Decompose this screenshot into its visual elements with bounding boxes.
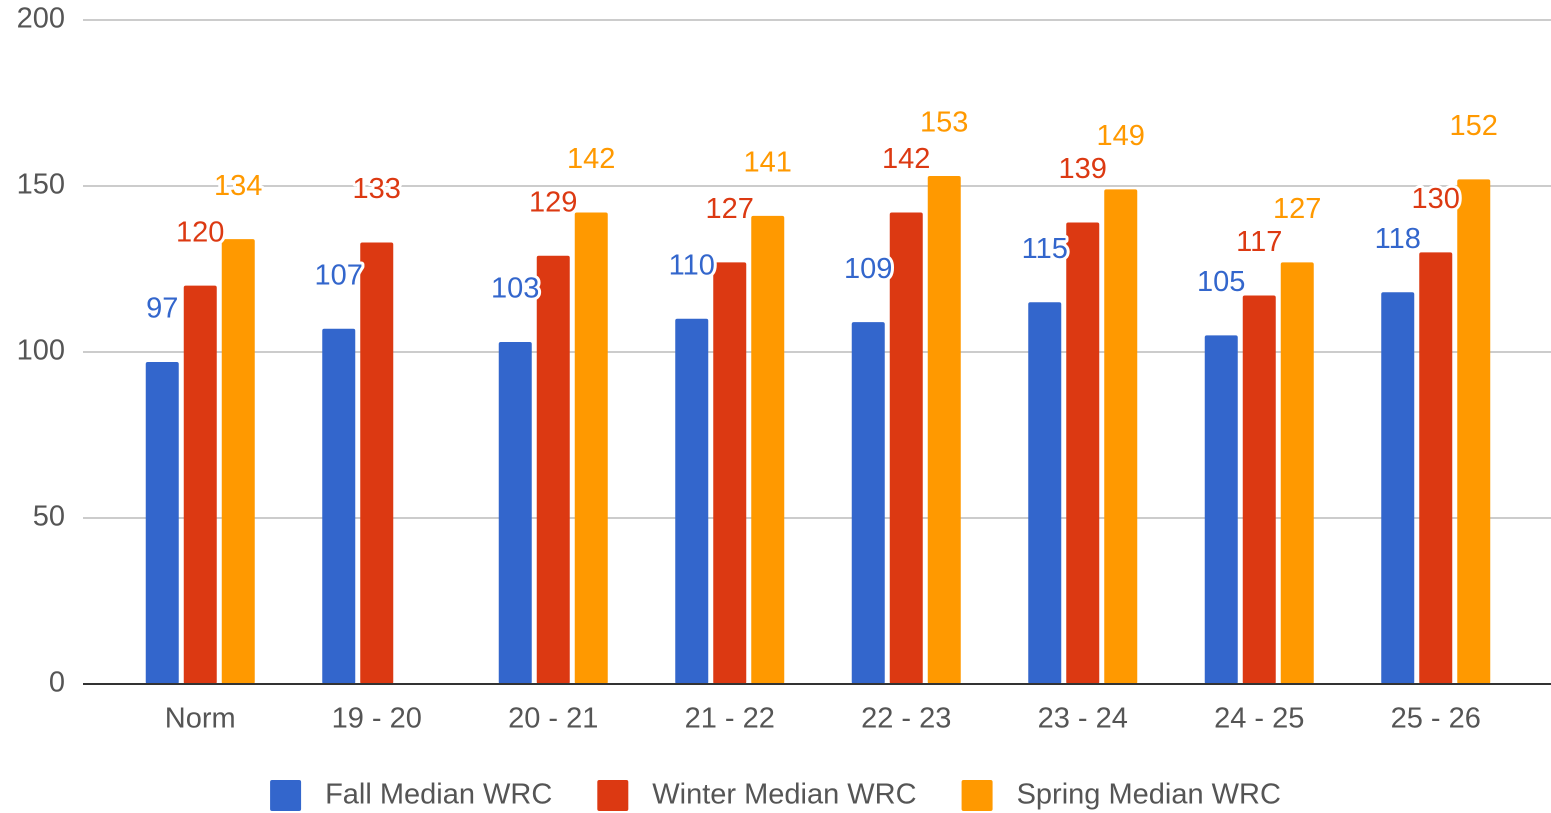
- data-label: 118: [1375, 223, 1421, 255]
- y-tick-label: 50: [33, 501, 65, 533]
- data-label: 149: [1097, 120, 1145, 152]
- bar: [1204, 335, 1238, 684]
- bar: [889, 212, 923, 684]
- data-label: 153: [920, 107, 968, 139]
- bar: [322, 328, 356, 684]
- data-label: 107: [315, 259, 363, 291]
- data-label: 139: [1059, 153, 1107, 185]
- bar: [675, 318, 709, 684]
- bar: [1104, 189, 1138, 684]
- bar: [574, 212, 608, 684]
- x-tick-label: 21 - 22: [685, 703, 775, 735]
- data-label: 110: [669, 249, 715, 281]
- bar: [1457, 179, 1491, 685]
- bar: [1028, 302, 1062, 684]
- data-label: 127: [706, 193, 754, 225]
- bar: [927, 176, 961, 685]
- data-label: 117: [1236, 226, 1282, 258]
- legend-swatch: [270, 780, 302, 811]
- bar: [183, 285, 217, 684]
- bar: [713, 262, 747, 684]
- x-tick-label: 19 - 20: [332, 703, 422, 735]
- bar: [145, 361, 179, 684]
- data-label: 97: [146, 293, 178, 325]
- bar: [751, 215, 785, 684]
- data-label: 133: [353, 173, 401, 205]
- data-label: 142: [567, 143, 615, 175]
- x-tick-label: 20 - 21: [508, 703, 598, 735]
- y-tick-label: 0: [49, 667, 65, 699]
- legend-label: Winter Median WRC: [652, 779, 916, 811]
- data-label: 105: [1197, 266, 1245, 298]
- bar: [1381, 292, 1415, 684]
- bar: [221, 239, 255, 684]
- bar: [1066, 222, 1100, 684]
- data-label: 129: [529, 186, 577, 218]
- data-label: 115: [1022, 233, 1068, 265]
- bar: [498, 342, 532, 684]
- y-tick-label: 100: [17, 335, 65, 367]
- data-label: 152: [1450, 110, 1498, 142]
- data-label: 109: [844, 253, 892, 285]
- y-tick-label: 150: [17, 169, 65, 201]
- x-tick-label: 25 - 26: [1391, 703, 1481, 735]
- legend-swatch: [597, 780, 629, 811]
- x-tick-label: Norm: [165, 703, 236, 735]
- data-label: 142: [882, 143, 930, 175]
- bar: [1242, 295, 1276, 684]
- bar: [1419, 252, 1453, 684]
- legend-swatch: [961, 780, 993, 811]
- x-tick-label: 24 - 25: [1214, 703, 1304, 735]
- data-label: 141: [744, 147, 792, 179]
- bar: [1280, 262, 1314, 684]
- y-tick-label: 200: [17, 3, 65, 35]
- bar: [851, 322, 885, 684]
- data-label: 103: [491, 273, 539, 305]
- bar: [360, 242, 394, 684]
- data-label: 134: [214, 170, 262, 202]
- x-tick-label: 23 - 24: [1038, 703, 1128, 735]
- x-tick-label: 22 - 23: [861, 703, 951, 735]
- legend-label: Spring Median WRC: [1017, 779, 1281, 811]
- data-label: 127: [1273, 193, 1321, 225]
- bar: [536, 255, 570, 684]
- legend-label: Fall Median WRC: [325, 779, 552, 811]
- data-label: 120: [176, 216, 224, 248]
- data-label: 130: [1412, 183, 1460, 215]
